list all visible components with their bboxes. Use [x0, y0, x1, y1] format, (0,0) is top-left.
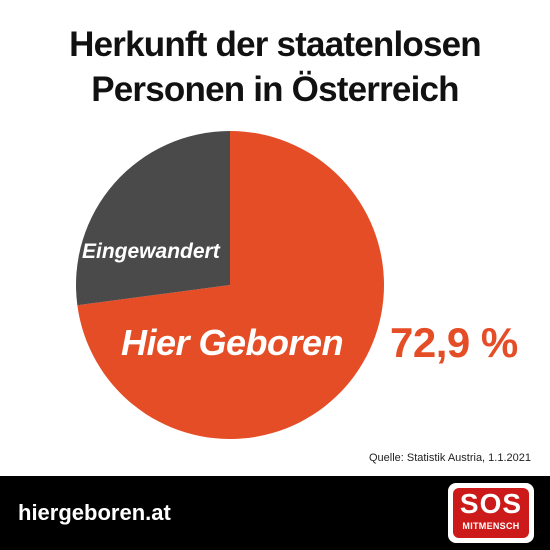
sos-mitmensch-logo: SOS MITMENSCH — [448, 483, 534, 543]
chart-title-line-2: Personen in Österreich — [91, 70, 459, 109]
logo-text: SOS — [459, 488, 523, 519]
website-link[interactable]: hiergeboren.at — [18, 500, 171, 525]
pie-slice-eingewandert — [76, 131, 230, 306]
data-label-hier-geboren: 72,9 % — [390, 319, 518, 366]
chart-title-line-1: Herkunft der staatenlosen — [69, 25, 482, 64]
pie-slice-hier-geboren — [77, 131, 385, 439]
footer-bar: hiergeboren.at SOS MITMENSCH — [0, 476, 550, 550]
logo-badge: SOS MITMENSCH — [453, 488, 529, 538]
chart-title: Herkunft der staatenlosen Personen in Ös… — [0, 22, 550, 112]
source-note: Quelle: Statistik Austria, 1.1.2021 — [368, 452, 531, 464]
slice-label-hier-geboren: Hier Geboren — [121, 322, 344, 363]
slice-label-eingewandert: Eingewandert — [82, 240, 220, 263]
logo-subtext: MITMENSCH — [462, 521, 520, 531]
